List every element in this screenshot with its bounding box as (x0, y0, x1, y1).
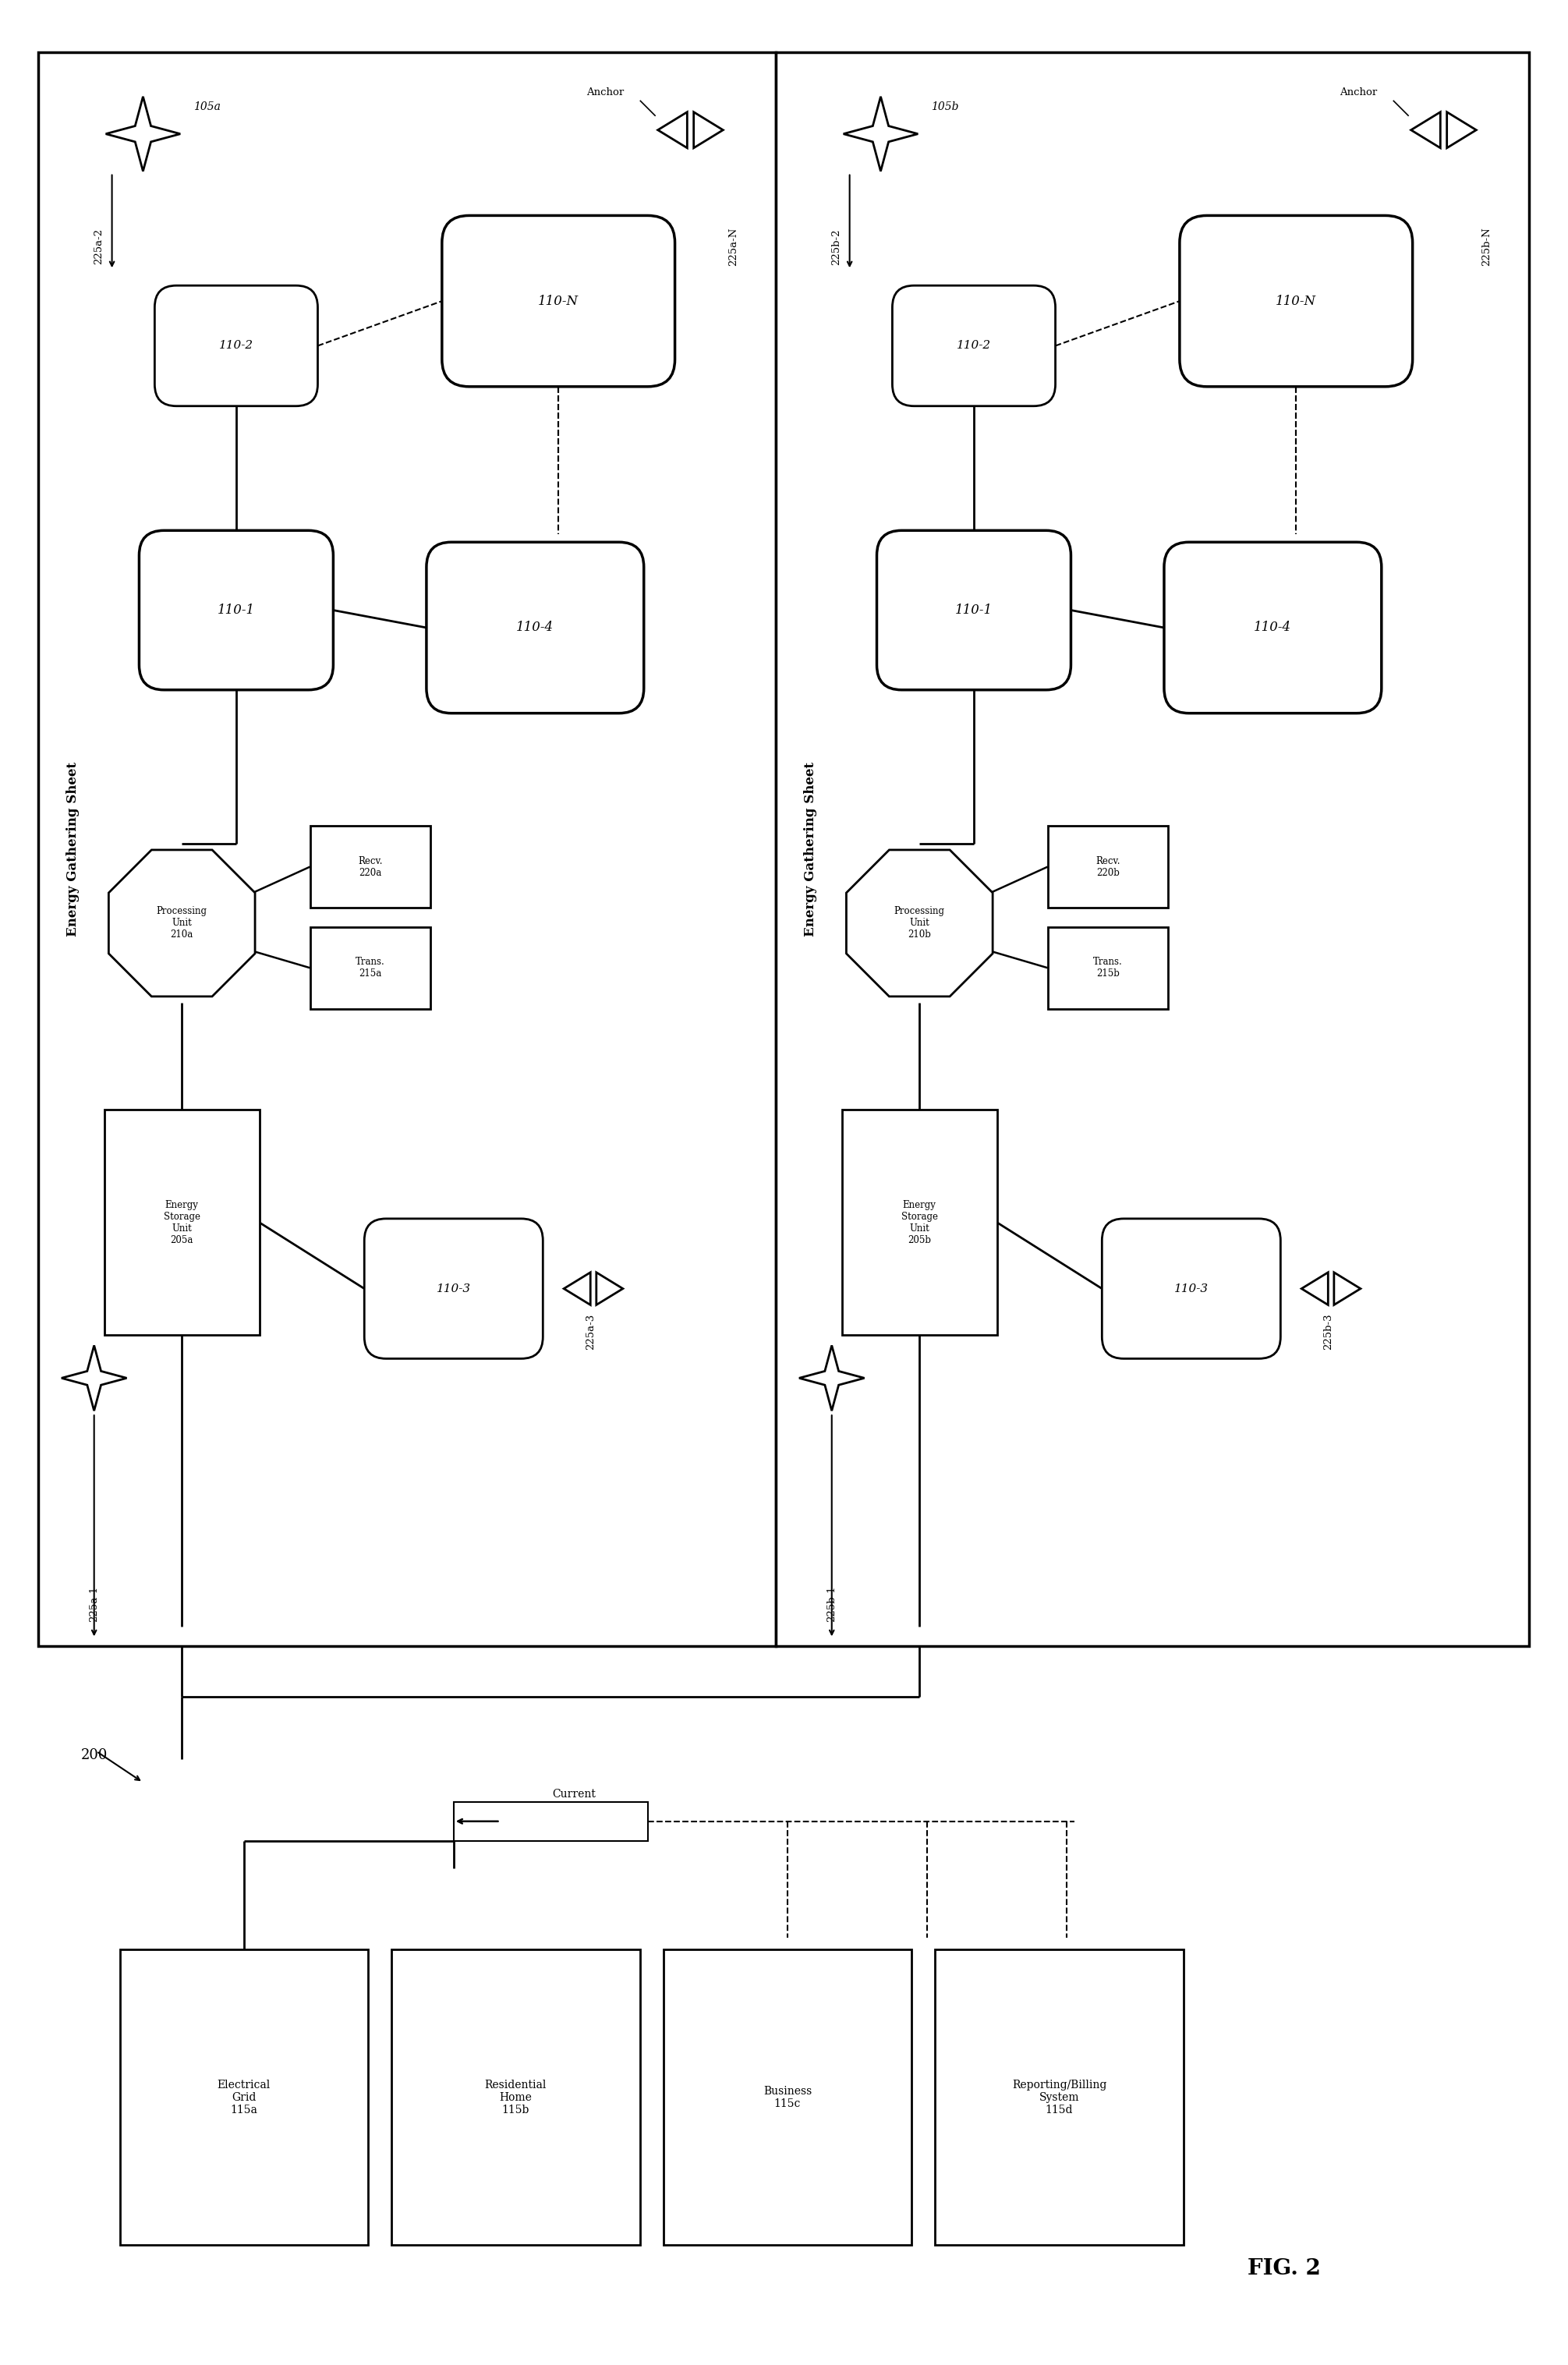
Text: 225b-3: 225b-3 (1323, 1313, 1334, 1350)
FancyBboxPatch shape (442, 215, 674, 385)
Text: 225a-1: 225a-1 (89, 1585, 99, 1622)
Text: 110-2: 110-2 (956, 341, 991, 352)
Text: 110-4: 110-4 (1254, 622, 1292, 634)
Text: 110-1: 110-1 (218, 603, 256, 617)
FancyBboxPatch shape (877, 530, 1071, 691)
FancyBboxPatch shape (1163, 542, 1381, 714)
Text: Energy
Storage
Unit
205b: Energy Storage Unit 205b (902, 1199, 938, 1244)
Text: 110-2: 110-2 (220, 341, 254, 352)
FancyBboxPatch shape (155, 286, 318, 407)
Text: 225a-N: 225a-N (728, 227, 739, 265)
Text: 225b-2: 225b-2 (831, 229, 842, 265)
FancyBboxPatch shape (426, 542, 644, 714)
Text: 110-1: 110-1 (955, 603, 993, 617)
Text: 110-3: 110-3 (1174, 1284, 1209, 1294)
Bar (935, 1949, 1184, 2244)
Text: 225a-2: 225a-2 (94, 229, 103, 265)
Polygon shape (108, 849, 256, 996)
FancyBboxPatch shape (1179, 215, 1413, 385)
Polygon shape (847, 849, 993, 996)
Polygon shape (1334, 1272, 1361, 1305)
Text: Recv.
220b: Recv. 220b (1096, 856, 1120, 877)
Text: 110-N: 110-N (538, 296, 579, 307)
FancyBboxPatch shape (1102, 1218, 1281, 1358)
Bar (1047, 927, 1168, 1010)
Text: Current: Current (552, 1788, 596, 1800)
Polygon shape (800, 1346, 864, 1412)
Text: Energy
Storage
Unit
205a: Energy Storage Unit 205a (163, 1199, 201, 1244)
Text: Residential
Home
115b: Residential Home 115b (485, 2079, 547, 2114)
Polygon shape (61, 1346, 127, 1412)
Text: Business
115c: Business 115c (764, 2086, 812, 2110)
Polygon shape (1411, 111, 1441, 149)
Text: Anchor: Anchor (586, 88, 624, 97)
Bar (1047, 825, 1168, 908)
Text: Trans.
215a: Trans. 215a (356, 958, 384, 979)
Text: 110-4: 110-4 (516, 622, 554, 634)
Text: 110-3: 110-3 (436, 1284, 470, 1294)
Text: Reporting/Billing
System
115d: Reporting/Billing System 115d (1011, 2079, 1107, 2114)
Polygon shape (693, 111, 723, 149)
Polygon shape (564, 1272, 591, 1305)
Bar (776, 52, 1529, 1646)
Polygon shape (105, 97, 180, 170)
Bar (38, 52, 776, 1646)
Text: 225b-N: 225b-N (1482, 227, 1491, 265)
Bar (310, 927, 430, 1010)
Bar (392, 1949, 640, 2244)
Bar (103, 1109, 259, 1336)
Text: Energy Gathering Sheet: Energy Gathering Sheet (804, 762, 817, 937)
Text: 105a: 105a (193, 102, 221, 111)
Polygon shape (844, 97, 917, 170)
Text: Anchor: Anchor (1339, 88, 1377, 97)
Polygon shape (596, 1272, 622, 1305)
Bar (310, 825, 430, 908)
Text: Processing
Unit
210a: Processing Unit 210a (157, 906, 207, 939)
Polygon shape (1301, 1272, 1328, 1305)
FancyBboxPatch shape (892, 286, 1055, 407)
FancyBboxPatch shape (364, 1218, 543, 1358)
Text: Electrical
Grid
115a: Electrical Grid 115a (218, 2079, 271, 2114)
Text: FIG. 2: FIG. 2 (1248, 2259, 1320, 2280)
Text: 110-N: 110-N (1276, 296, 1317, 307)
Text: 225a-3: 225a-3 (586, 1313, 596, 1350)
FancyBboxPatch shape (140, 530, 334, 691)
Text: 225b-1: 225b-1 (826, 1585, 837, 1622)
Bar (453, 1802, 648, 1840)
Text: Processing
Unit
210b: Processing Unit 210b (894, 906, 946, 939)
Text: Energy Gathering Sheet: Energy Gathering Sheet (66, 762, 80, 937)
Bar (663, 1949, 911, 2244)
Bar (842, 1109, 997, 1336)
Text: 200: 200 (82, 1748, 108, 1762)
Polygon shape (659, 111, 687, 149)
Bar (119, 1949, 368, 2244)
Polygon shape (1447, 111, 1475, 149)
Text: Trans.
215b: Trans. 215b (1093, 958, 1123, 979)
Text: Recv.
220a: Recv. 220a (358, 856, 383, 877)
Text: 105b: 105b (931, 102, 958, 111)
